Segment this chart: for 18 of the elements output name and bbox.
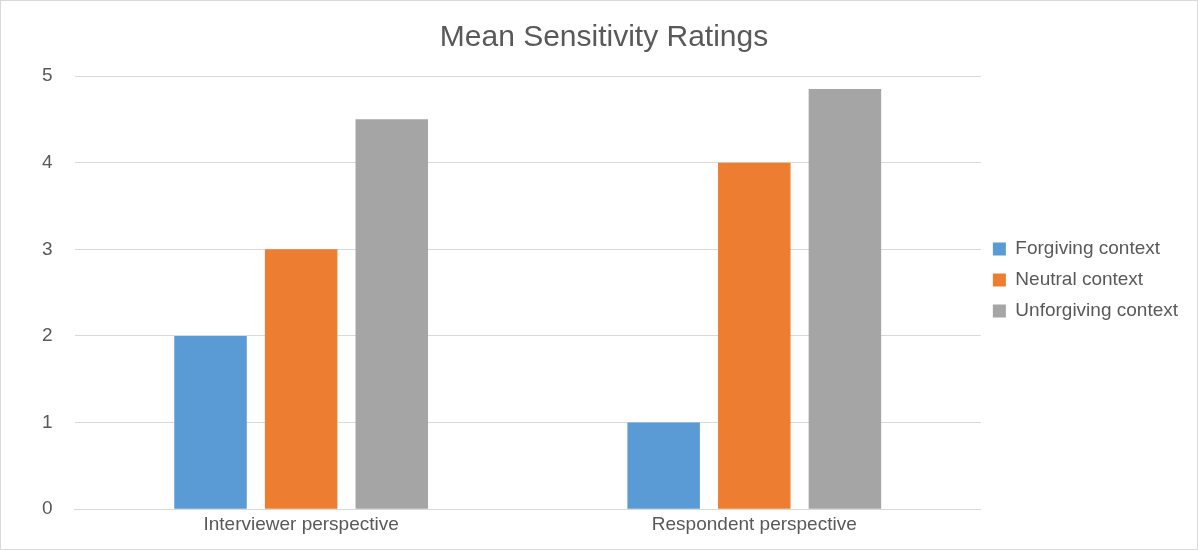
legend-label: Neutral context bbox=[1015, 268, 1144, 290]
bar bbox=[718, 162, 791, 509]
bar bbox=[174, 335, 247, 509]
bar bbox=[808, 89, 882, 509]
legend-label: Unforgiving context bbox=[1015, 299, 1179, 321]
x-tick-label: Interviewer perspective bbox=[203, 512, 399, 534]
y-tick-label: 3 bbox=[41, 237, 53, 259]
legend-label: Forgiving context bbox=[1015, 237, 1161, 259]
y-tick-label: 1 bbox=[41, 410, 53, 432]
y-tick-label: 2 bbox=[41, 324, 53, 346]
bar bbox=[264, 249, 338, 509]
y-tick-label: 0 bbox=[41, 497, 53, 519]
y-tick-label: 4 bbox=[41, 150, 53, 172]
bar bbox=[355, 119, 429, 509]
bar bbox=[627, 422, 700, 509]
chart-title: Mean Sensitivity Ratings bbox=[439, 19, 769, 53]
x-tick-label: Respondent perspective bbox=[651, 512, 857, 534]
y-tick-label: 5 bbox=[41, 64, 53, 86]
